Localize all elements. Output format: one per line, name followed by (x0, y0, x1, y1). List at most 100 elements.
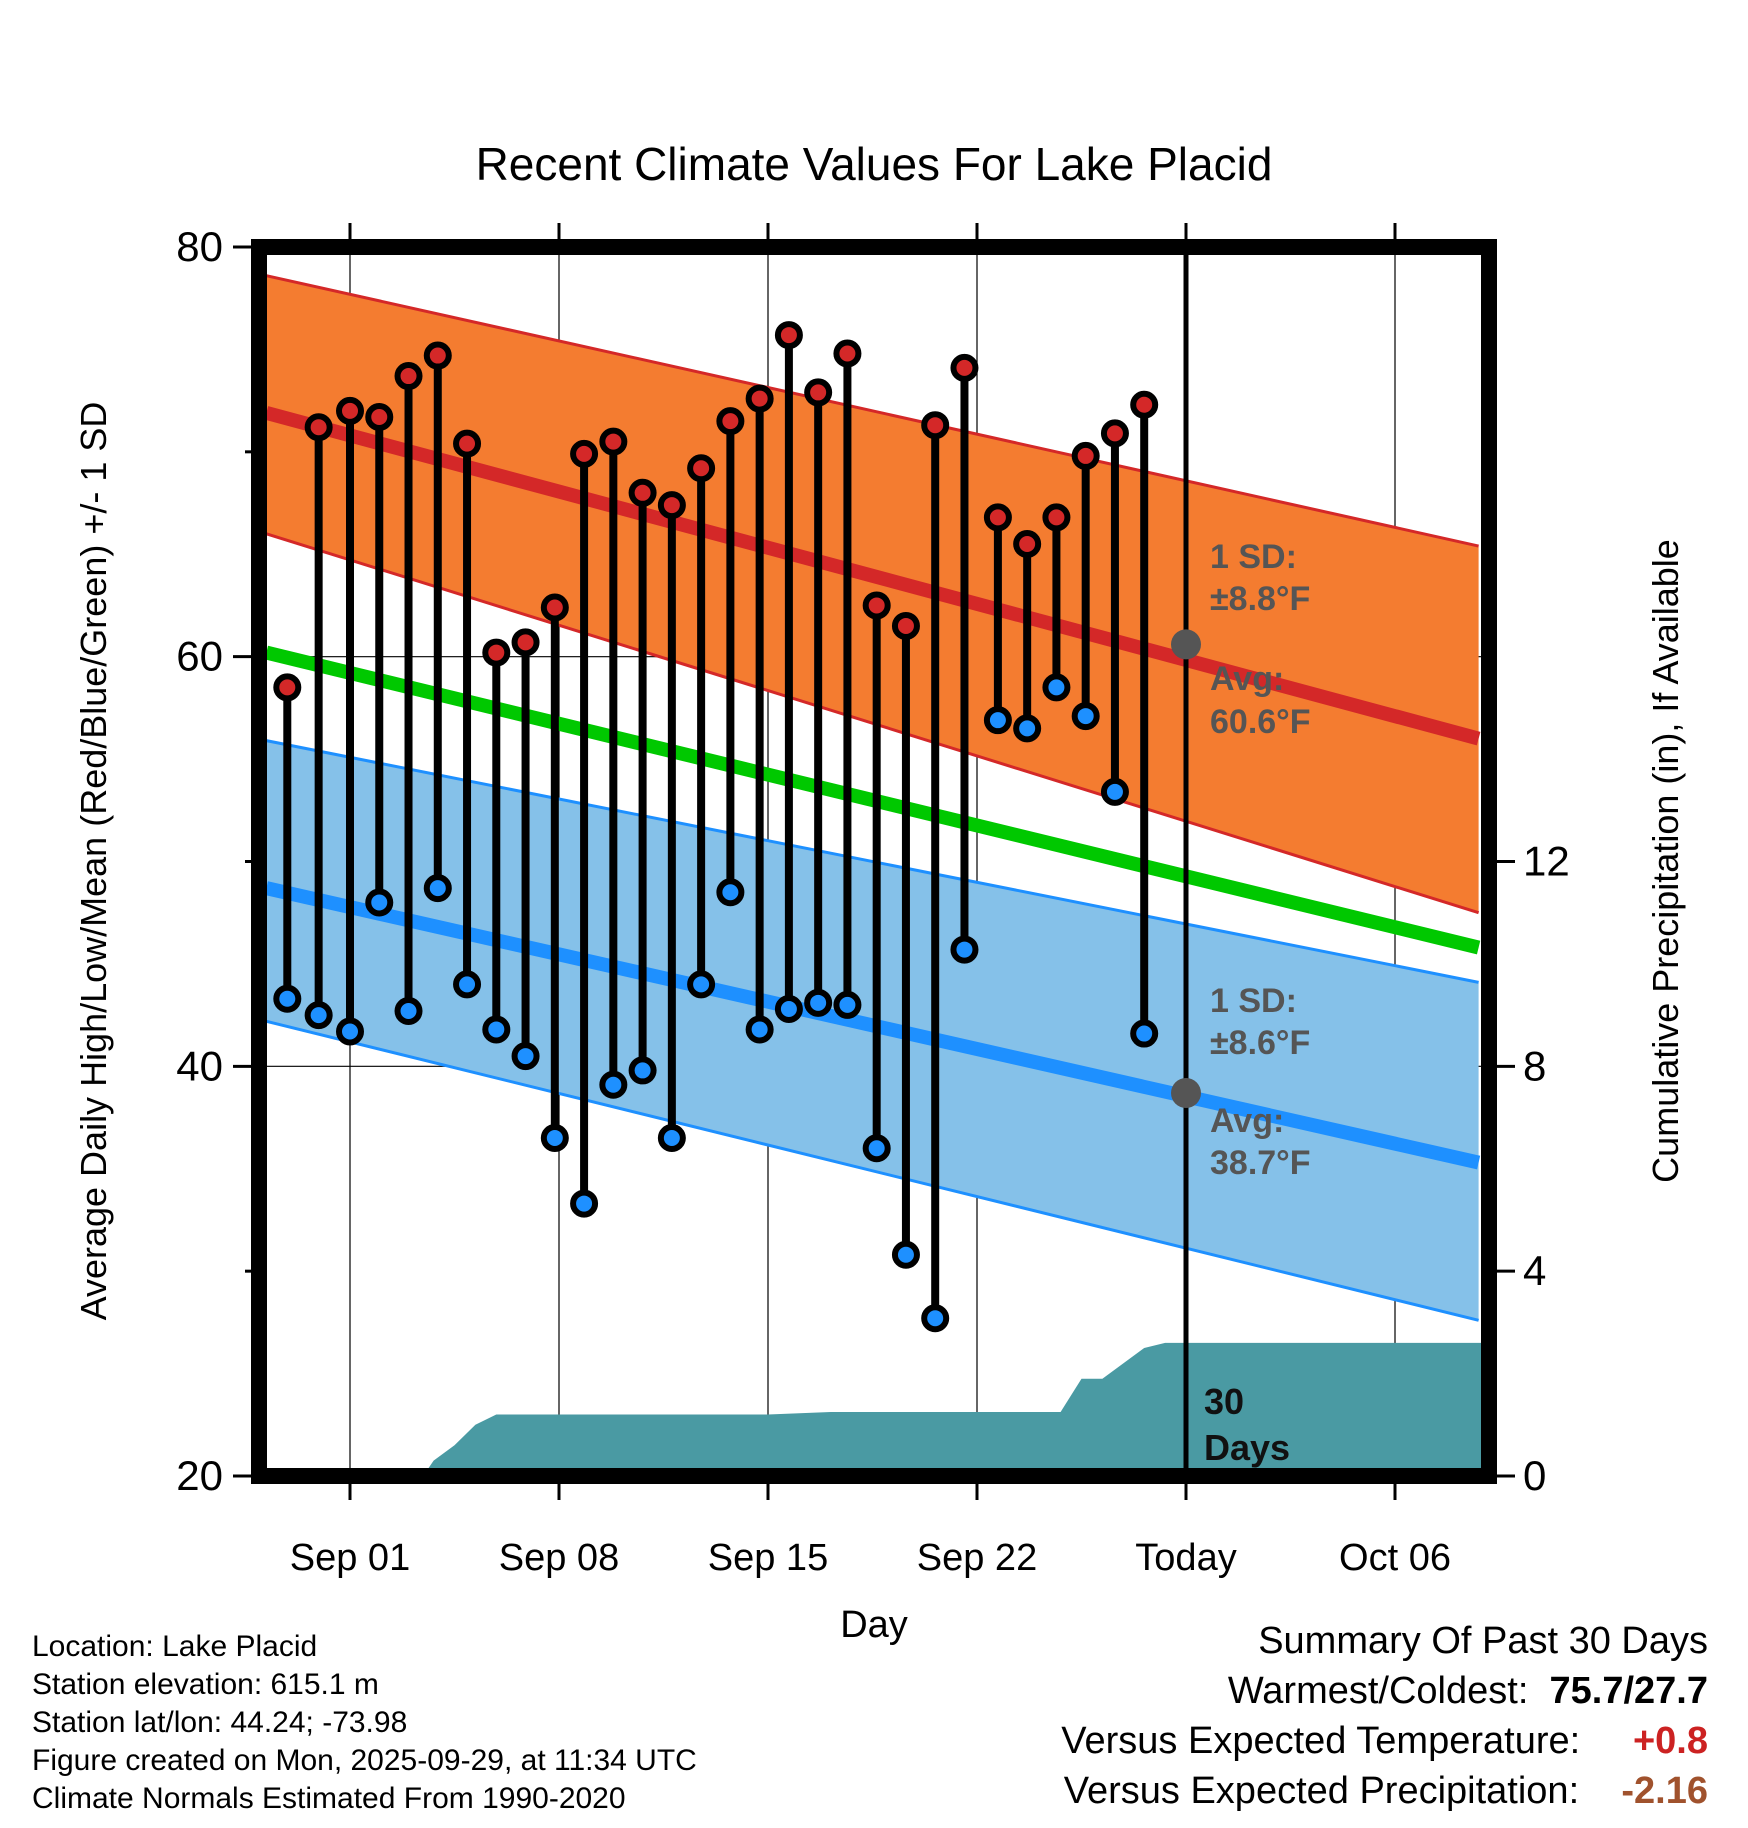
daily-high-point (599, 427, 628, 456)
daily-high-point (394, 362, 423, 391)
precip-anom-label: Versus Expected Precipitation: (1063, 1770, 1580, 1812)
precip-days-line1: 30 (1204, 1381, 1244, 1422)
daily-high-point (628, 478, 657, 507)
daily-low-point (1130, 1019, 1159, 1048)
daily-high-point (570, 439, 599, 468)
daily-high-point (774, 321, 803, 350)
x-tick-label: Sep 01 (290, 1537, 410, 1579)
daily-high-point (1071, 441, 1100, 470)
y-right-tick-label: 0 (1523, 1452, 1546, 1499)
daily-low-point (891, 1240, 920, 1269)
y-right-tick-label: 4 (1523, 1247, 1546, 1294)
temp-anom-label: Versus Expected Temperature: (1061, 1720, 1581, 1762)
daily-low-point (745, 1015, 774, 1044)
daily-low-point (862, 1134, 891, 1163)
y-left-tick-label: 80 (176, 223, 223, 270)
daily-high-point (657, 491, 686, 520)
footer-meta: Location: Lake Placid Station elevation:… (32, 1628, 697, 1818)
daily-high-point (891, 611, 920, 640)
daily-high-point (540, 593, 569, 622)
footer-latlon: Station lat/lon: 44.24; -73.98 (32, 1706, 408, 1739)
summary-precip: Versus Expected Precipitation: -2.16 (1064, 1770, 1708, 1813)
daily-high-point (687, 454, 716, 483)
temp-anom-value: +0.8 (1632, 1720, 1708, 1762)
footer-created: Figure created on Mon, 2025-09-29, at 11… (32, 1744, 697, 1777)
daily-low-point (570, 1189, 599, 1218)
precip-days-label: 30 Days (1204, 1381, 1290, 1468)
daily-high-point (365, 403, 394, 432)
daily-low-point (273, 984, 302, 1013)
daily-high-point (1100, 419, 1129, 448)
today-group (1171, 247, 1201, 1476)
daily-high-point (745, 384, 774, 413)
high-avg-label: Avg: (1210, 660, 1284, 698)
daily-high-point (482, 638, 511, 667)
daily-high-point (950, 353, 979, 382)
footer-location: Location: Lake Placid (32, 1630, 318, 1663)
footer-elevation: Station elevation: 615.1 m (32, 1668, 379, 1701)
high-sd-label: 1 SD: (1210, 538, 1297, 576)
warm-cold-label: Warmest/Coldest: (1227, 1670, 1529, 1712)
y-right-tick-label: 12 (1523, 838, 1570, 885)
daily-low-point (657, 1124, 686, 1153)
summary-temp: Versus Expected Temperature: +0.8 (1061, 1720, 1708, 1763)
y-left-tick-label: 40 (176, 1042, 223, 1089)
daily-low-point (833, 990, 862, 1019)
daily-low-point (921, 1304, 950, 1333)
x-tick-label: Sep 22 (917, 1537, 1037, 1579)
daily-low-point (453, 970, 482, 999)
daily-high-point (716, 407, 745, 436)
normal-high-band-upper-edge (266, 274, 1479, 548)
daily-low-point (774, 994, 803, 1023)
high-avg-value: 60.6°F (1210, 703, 1311, 741)
daily-low-point (804, 988, 833, 1017)
low-sd-value: ±8.6°F (1210, 1024, 1310, 1062)
daily-high-point (983, 503, 1012, 532)
daily-low-point (599, 1070, 628, 1099)
low-sd-label: 1 SD: (1210, 982, 1297, 1020)
summary-title: Summary Of Past 30 Days (1258, 1620, 1708, 1662)
daily-low-point (394, 997, 423, 1026)
low-avg-value: 38.7°F (1210, 1144, 1311, 1182)
precip-area (423, 1342, 1483, 1476)
y-left-tick-label: 20 (176, 1452, 223, 1499)
daily-high-point (862, 591, 891, 620)
precip-days-line2: Days (1204, 1427, 1290, 1468)
daily-low-point (628, 1056, 657, 1085)
summary-warm-cold: Warmest/Coldest: 75.7/27.7 (1228, 1670, 1708, 1713)
daily-high-point (1130, 390, 1159, 419)
daily-observations (273, 321, 1159, 1333)
daily-high-point (423, 341, 452, 370)
daily-high-point (511, 628, 540, 657)
x-tick-label: Sep 08 (499, 1537, 619, 1579)
low-avg-label: Avg: (1210, 1102, 1284, 1140)
y-axis-right-label: Cumulative Precipitation (in), If Availa… (1645, 539, 1686, 1183)
precip-area-group (423, 1342, 1483, 1476)
daily-low-point (1100, 777, 1129, 806)
daily-high-point (304, 413, 333, 442)
daily-low-point (716, 878, 745, 907)
high-sd-value: ±8.8°F (1210, 580, 1310, 618)
daily-low-point (336, 1017, 364, 1046)
x-tick-label: Oct 06 (1339, 1537, 1451, 1579)
daily-high-point (1042, 503, 1071, 532)
daily-low-point (365, 888, 394, 917)
daily-high-point (336, 396, 364, 425)
daily-low-point (423, 874, 452, 903)
x-tick-label: Sep 15 (708, 1537, 828, 1579)
daily-low-point (1013, 714, 1042, 743)
x-axis-label: Day (840, 1604, 908, 1646)
daily-high-point (453, 429, 482, 458)
daily-high-point (921, 411, 950, 440)
footer-normals: Climate Normals Estimated From 1990-2020 (32, 1782, 626, 1815)
daily-low-point (304, 1001, 333, 1030)
y-right-tick-label: 8 (1523, 1042, 1546, 1089)
daily-low-point (511, 1042, 540, 1071)
daily-low-point (540, 1124, 569, 1153)
y-left-tick-label: 60 (176, 633, 223, 680)
axes: 20 40 60 80 0 4 8 12 Sep 01 Sep 08 Sep 15 Sep 22 Tod… (176, 223, 1570, 1579)
x-tick-label: Today (1135, 1537, 1236, 1579)
today-low-normal-dot (1171, 1077, 1201, 1108)
daily-low-point (983, 706, 1012, 735)
